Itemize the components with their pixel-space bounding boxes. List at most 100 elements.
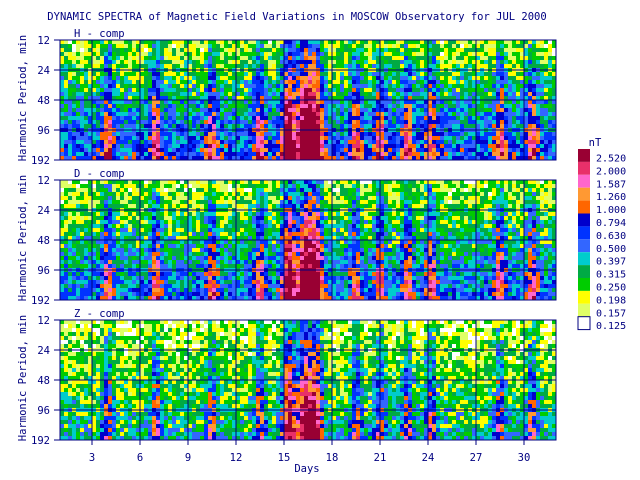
spectrum-cell	[156, 256, 161, 261]
spectrum-cell	[216, 88, 221, 93]
spectrum-cell	[236, 96, 241, 101]
spectrum-cell	[336, 88, 341, 93]
spectrum-cell	[372, 152, 377, 157]
spectrum-cell	[408, 120, 413, 125]
spectrum-cell	[88, 100, 93, 105]
spectrum-cell	[212, 152, 217, 157]
spectrum-cell	[332, 80, 337, 85]
spectrum-cell	[256, 52, 261, 57]
spectrum-cell	[464, 144, 469, 149]
spectrum-cell	[456, 64, 461, 69]
spectrum-cell	[532, 152, 537, 157]
spectrum-cell	[344, 120, 349, 125]
spectrum-cell	[300, 116, 305, 121]
spectrum-cell	[208, 144, 213, 149]
spectrum-cell	[400, 116, 405, 121]
spectrum-cell	[248, 44, 253, 49]
spectrum-cell	[480, 52, 485, 57]
spectrum-cell	[316, 96, 321, 101]
spectrum-cell	[440, 72, 445, 77]
spectrum-cell	[196, 104, 201, 109]
spectrum-cell	[352, 60, 357, 65]
spectrum-cell	[212, 264, 217, 269]
spectrum-cell	[420, 104, 425, 109]
spectrum-cell	[512, 152, 517, 157]
spectrum-cell	[80, 136, 85, 141]
spectrum-cell	[112, 156, 117, 161]
spectrum-cell	[392, 72, 397, 77]
spectrum-cell	[164, 76, 169, 81]
spectrum-cell	[156, 200, 161, 205]
spectrum-cell	[500, 100, 505, 105]
spectrum-cell	[432, 112, 437, 117]
spectrum-cell	[484, 64, 489, 69]
spectrum-cell	[224, 44, 229, 49]
spectrum-cell	[188, 272, 193, 277]
spectrum-cell	[184, 248, 189, 253]
spectrum-cell	[152, 272, 157, 277]
spectrum-cell	[76, 100, 81, 105]
spectrum-cell	[172, 276, 177, 281]
spectrum-cell	[180, 256, 185, 261]
spectrum-cell	[412, 44, 417, 49]
spectrum-cell	[116, 272, 121, 277]
spectrum-cell	[388, 144, 393, 149]
spectrum-cell	[136, 180, 141, 185]
spectrum-cell	[180, 196, 185, 201]
spectrum-cell	[64, 284, 69, 289]
spectrum-cell	[300, 84, 305, 89]
spectrum-cell	[180, 120, 185, 125]
spectrum-cell	[188, 200, 193, 205]
spectrum-cell	[76, 56, 81, 61]
spectrum-cell	[228, 76, 233, 81]
spectrum-cell	[384, 156, 389, 161]
spectrum-cell	[104, 256, 109, 261]
spectrum-cell	[520, 80, 525, 85]
spectrum-cell	[340, 152, 345, 157]
spectrum-cell	[276, 96, 281, 101]
spectrum-cell	[220, 248, 225, 253]
spectrum-cell	[540, 44, 545, 49]
spectrum-cell	[96, 216, 101, 221]
spectrum-cell	[164, 188, 169, 193]
spectrum-cell	[508, 100, 513, 105]
spectrum-cell	[100, 108, 105, 113]
spectrum-cell	[124, 144, 129, 149]
spectrum-cell	[364, 60, 369, 65]
spectrum-cell	[208, 40, 213, 45]
spectrum-cell	[360, 56, 365, 61]
spectrum-cell	[84, 80, 89, 85]
spectrum-cell	[252, 40, 257, 45]
spectrum-cell	[524, 104, 529, 109]
spectrum-cell	[196, 296, 201, 301]
spectrum-cell	[220, 204, 225, 209]
spectrum-cell	[64, 112, 69, 117]
spectrum-cell	[132, 56, 137, 61]
spectrum-cell	[384, 52, 389, 57]
spectrum-cell	[120, 60, 125, 65]
spectrum-cell	[452, 88, 457, 93]
spectrum-cell	[424, 44, 429, 49]
spectrum-cell	[224, 72, 229, 77]
spectrum-cell	[524, 56, 529, 61]
spectrum-cell	[84, 240, 89, 245]
spectrum-cell	[304, 84, 309, 89]
spectrum-cell	[156, 180, 161, 185]
spectrum-cell	[148, 256, 153, 261]
spectrum-cell	[388, 76, 393, 81]
spectrum-cell	[212, 276, 217, 281]
spectrum-cell	[312, 76, 317, 81]
spectrum-cell	[484, 144, 489, 149]
spectrum-cell	[72, 136, 77, 141]
spectrum-cell	[108, 132, 113, 137]
spectrum-cell	[324, 72, 329, 77]
spectrum-cell	[440, 64, 445, 69]
spectrum-cell	[304, 40, 309, 45]
spectrum-cell	[60, 48, 65, 53]
spectrum-cell	[216, 212, 221, 217]
spectrum-cell	[124, 284, 129, 289]
spectrum-cell	[76, 148, 81, 153]
spectrum-cell	[464, 76, 469, 81]
spectrum-cell	[300, 96, 305, 101]
spectrum-cell	[60, 136, 65, 141]
